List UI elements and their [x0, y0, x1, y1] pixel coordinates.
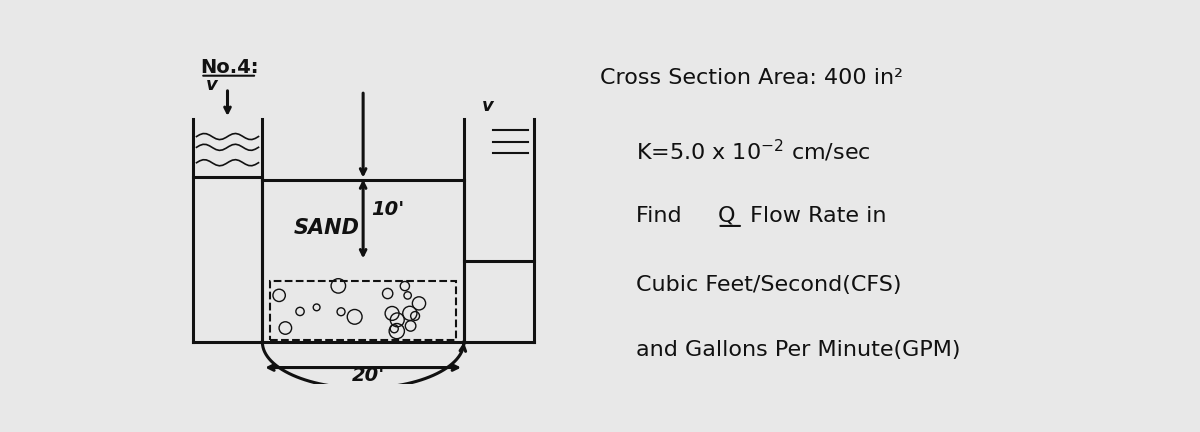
Text: No.4:: No.4:: [200, 57, 259, 76]
Text: Q: Q: [718, 206, 736, 226]
Text: 20': 20': [352, 366, 385, 385]
Text: v: v: [481, 97, 493, 115]
Text: Flow Rate in: Flow Rate in: [743, 206, 887, 226]
Text: Cross Section Area: 400 in²: Cross Section Area: 400 in²: [600, 68, 904, 88]
Text: K=5.0 x 10$^{-2}$ cm/sec: K=5.0 x 10$^{-2}$ cm/sec: [636, 138, 871, 164]
Text: SAND: SAND: [293, 218, 359, 238]
Text: 10': 10': [371, 200, 404, 219]
Text: Find: Find: [636, 206, 689, 226]
Bar: [270, 280, 456, 340]
Text: Cubic Feet/Second(CFS): Cubic Feet/Second(CFS): [636, 275, 901, 295]
Text: v: v: [206, 76, 217, 94]
Text: and Gallons Per Minute(GPM): and Gallons Per Minute(GPM): [636, 340, 960, 360]
